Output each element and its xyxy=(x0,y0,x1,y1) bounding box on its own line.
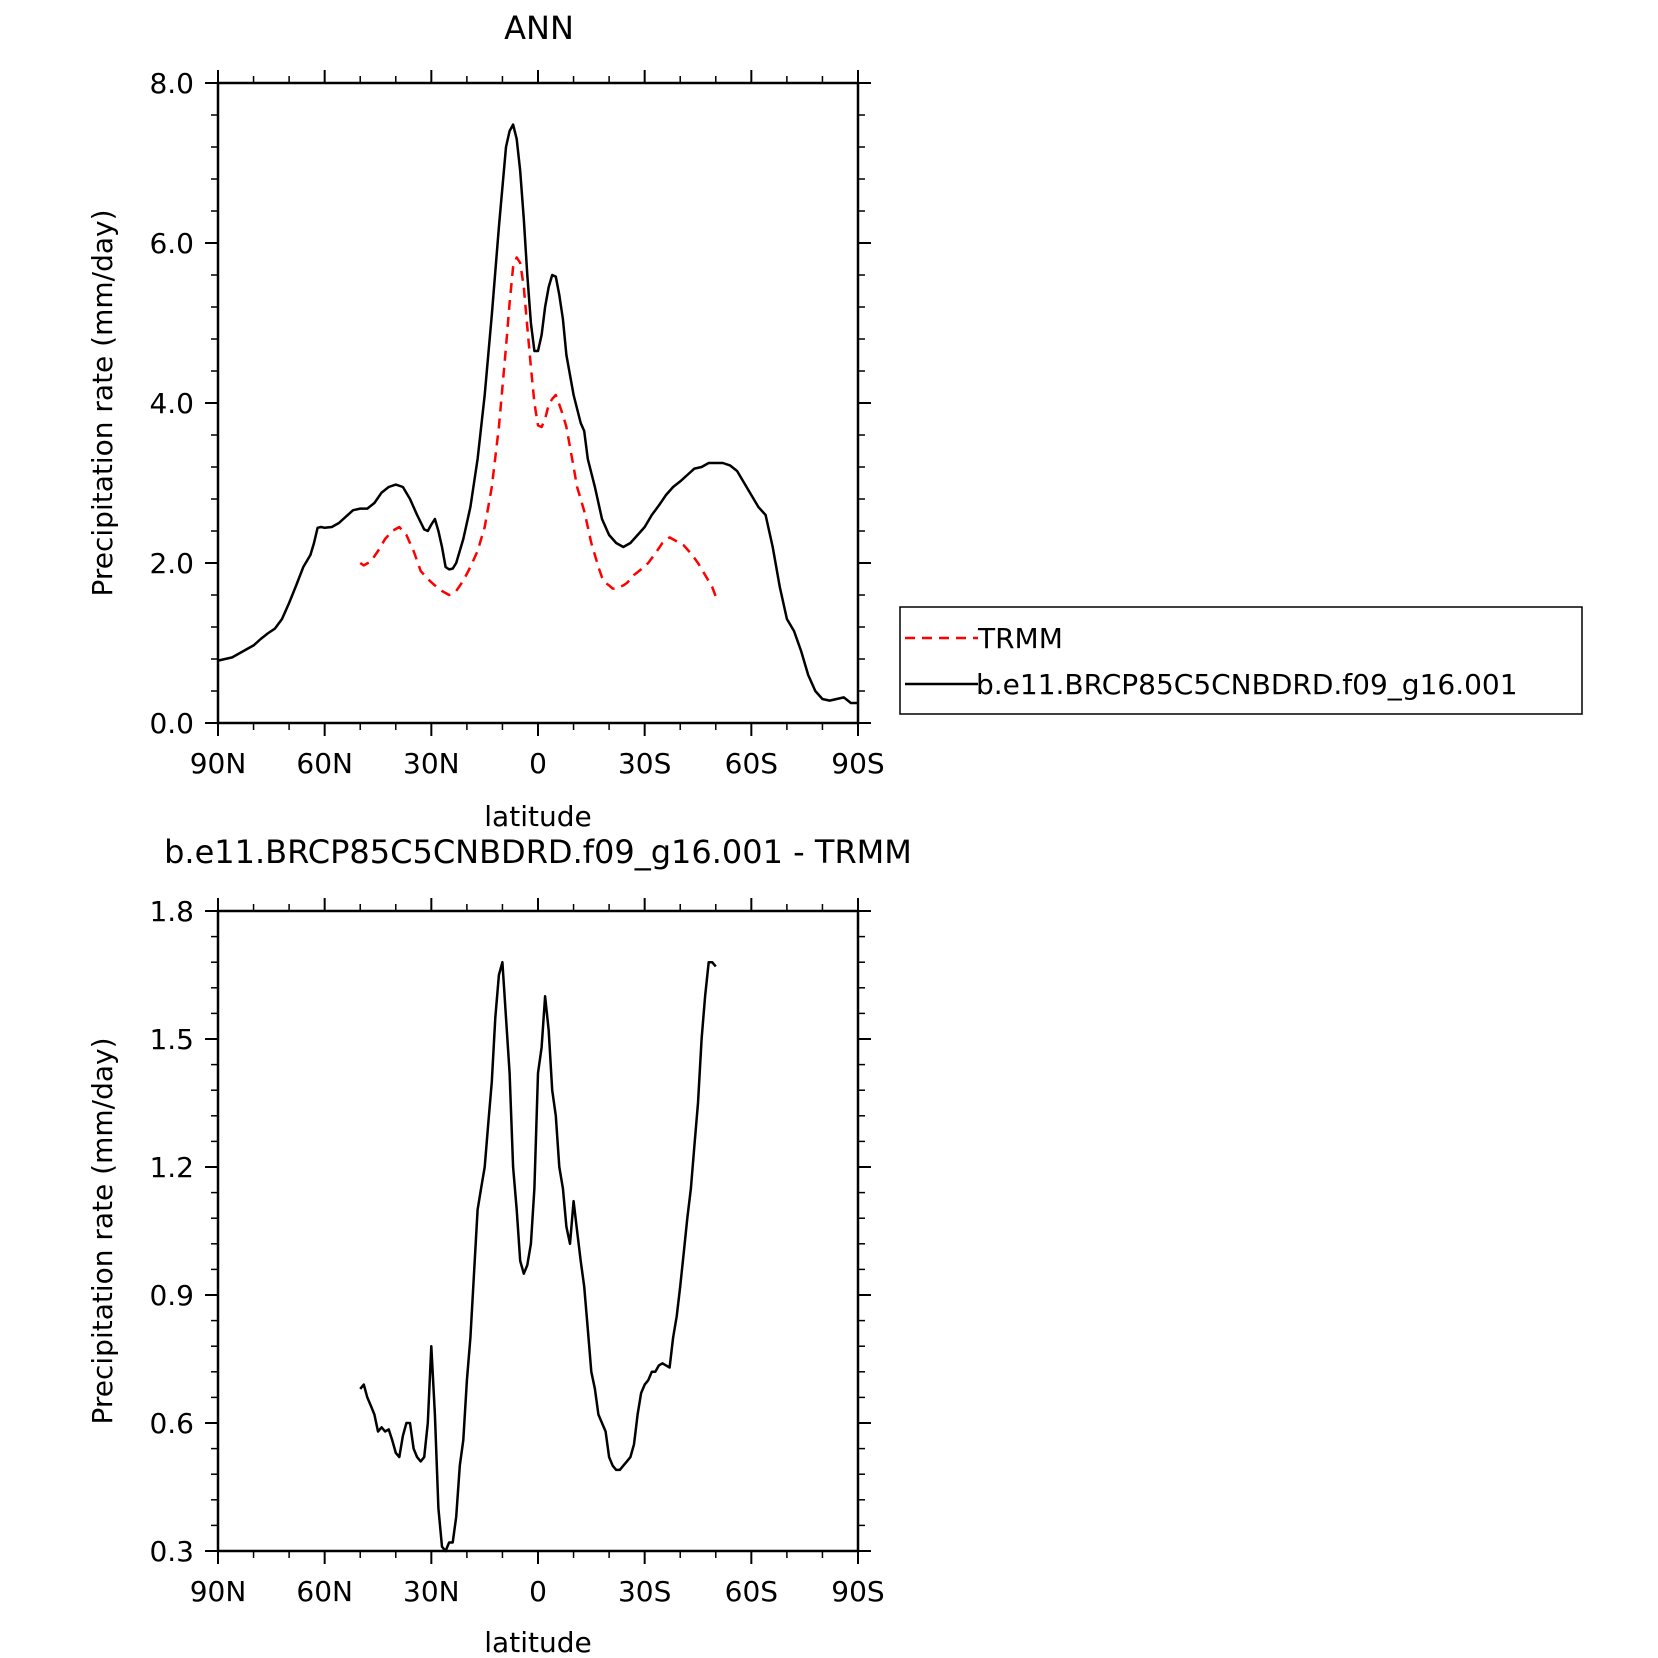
bottom-y-axis-label: Precipitation rate (mm/day) xyxy=(86,1037,119,1424)
x-tick-label: 30S xyxy=(618,1575,671,1608)
top-series xyxy=(217,123,858,705)
x-tick-label: 30N xyxy=(403,1575,460,1608)
legend-label-model: b.e11.BRCP85C5CNBDRD.f09_g16.001 xyxy=(976,668,1518,701)
top-title: ANN xyxy=(504,9,574,47)
x-tick-label: 0 xyxy=(529,747,547,780)
y-tick-label: 2.0 xyxy=(149,547,194,580)
y-tick-label: 1.5 xyxy=(149,1023,194,1056)
x-tick-label: 90S xyxy=(831,1575,884,1608)
x-tick-label: 30S xyxy=(618,747,671,780)
x-tick-label: 60S xyxy=(725,747,778,780)
x-tick-label: 60N xyxy=(296,747,353,780)
y-tick-label: 0.0 xyxy=(149,707,194,740)
top-y-axis-label: Precipitation rate (mm/day) xyxy=(86,209,119,596)
legend: TRMM b.e11.BRCP85C5CNBDRD.f09_g16.001 xyxy=(899,606,1583,715)
bottom-panel: b.e11.BRCP85C5CNBDRD.f09_g16.001 - TRMM … xyxy=(86,833,912,1658)
bottom-x-axis-label: latitude xyxy=(484,1626,591,1658)
legend-label-trmm: TRMM xyxy=(977,622,1063,655)
x-tick-label: 90N xyxy=(190,1575,247,1608)
x-tick-label: 60S xyxy=(725,1575,778,1608)
y-tick-label: 0.9 xyxy=(149,1279,194,1312)
y-tick-label: 1.2 xyxy=(149,1151,194,1184)
x-tick-label: 90S xyxy=(831,747,884,780)
y-tick-label: 0.3 xyxy=(149,1535,194,1568)
top-plot-frame xyxy=(216,81,860,725)
legend-box xyxy=(899,606,1583,715)
top-panel: ANN 90N 60N 30N 0 30S 60S 90S 0.0 2.0 4.0 6.0 8.0 l… xyxy=(86,9,885,833)
top-x-axis-label: latitude xyxy=(484,800,591,833)
bottom-title: b.e11.BRCP85C5CNBDRD.f09_g16.001 - TRMM xyxy=(164,833,912,871)
y-tick-label: 1.8 xyxy=(149,895,194,928)
y-tick-label: 8.0 xyxy=(149,67,194,100)
bottom-tick-labels: 90N 60N 30N 0 30S 60S 90S 0.3 0.6 0.9 1.2 1.5 1.8 xyxy=(149,895,884,1608)
series-difference-line xyxy=(359,960,717,1553)
series-trmm-line xyxy=(359,256,717,598)
x-tick-label: 60N xyxy=(296,1575,353,1608)
y-tick-label: 6.0 xyxy=(149,227,194,260)
bottom-plot-frame xyxy=(216,909,860,1553)
x-tick-label: 30N xyxy=(403,747,460,780)
y-tick-label: 4.0 xyxy=(149,387,194,420)
series-model-line xyxy=(217,123,858,705)
top-tick-labels: 90N 60N 30N 0 30S 60S 90S 0.0 2.0 4.0 6.0 8.0 xyxy=(149,67,884,780)
bottom-ticks xyxy=(205,898,871,1564)
x-tick-label: 90N xyxy=(190,747,247,780)
bottom-series xyxy=(359,960,717,1553)
y-tick-label: 0.6 xyxy=(149,1407,194,1440)
x-tick-label: 0 xyxy=(529,1575,547,1608)
top-ticks xyxy=(205,70,871,736)
